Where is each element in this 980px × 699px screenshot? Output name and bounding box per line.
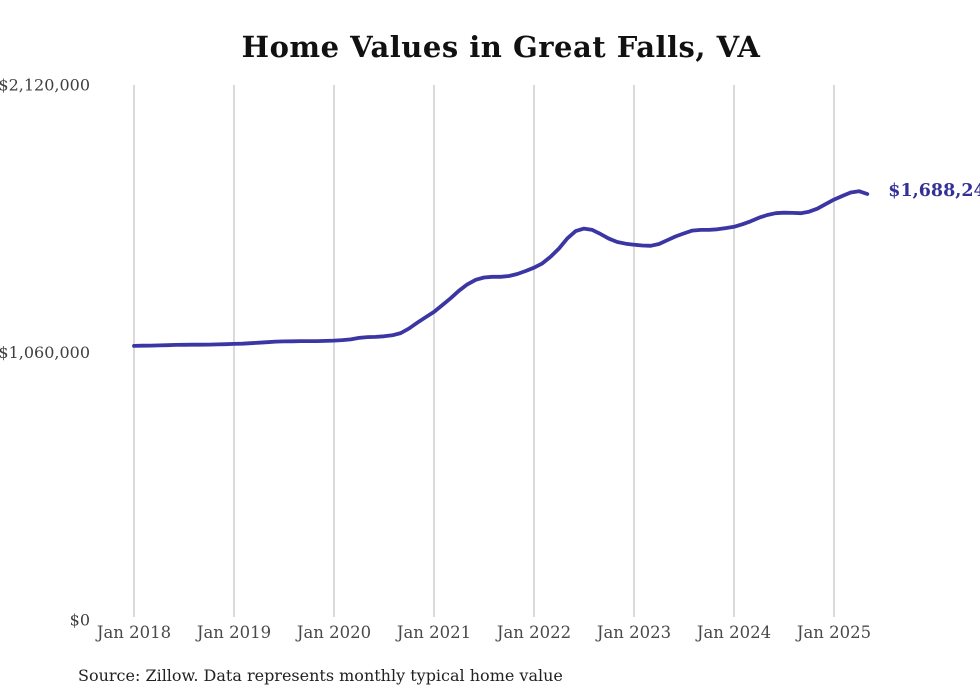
y-axis-tick-labels: $2,120,000 $1,060,000 $0 <box>0 76 90 630</box>
x-tick-label: Jan 2020 <box>295 623 371 642</box>
x-tick-label: Jan 2018 <box>95 623 171 642</box>
y-tick-label: $0 <box>70 611 90 630</box>
latest-value-label: $1,688,249 <box>888 181 980 201</box>
vertical-gridlines <box>133 85 835 617</box>
y-tick-label: $2,120,000 <box>0 76 90 95</box>
chart-title: Home Values in Great Falls, VA <box>241 30 761 64</box>
home-value-series-line <box>132 189 870 348</box>
x-tick-label: Jan 2023 <box>595 623 671 642</box>
x-tick-label: Jan 2022 <box>495 623 571 642</box>
home-value-line <box>132 189 870 348</box>
source-note: Source: Zillow. Data represents monthly … <box>78 666 563 685</box>
x-tick-label: Jan 2024 <box>695 623 771 642</box>
x-axis-tick-labels: Jan 2018 Jan 2019 Jan 2020 Jan 2021 Jan 2022… <box>95 623 871 642</box>
y-tick-label: $1,060,000 <box>0 343 90 362</box>
x-tick-label: Jan 2021 <box>395 623 471 642</box>
x-tick-label: Jan 2019 <box>195 623 271 642</box>
x-tick-label: Jan 2025 <box>795 623 871 642</box>
